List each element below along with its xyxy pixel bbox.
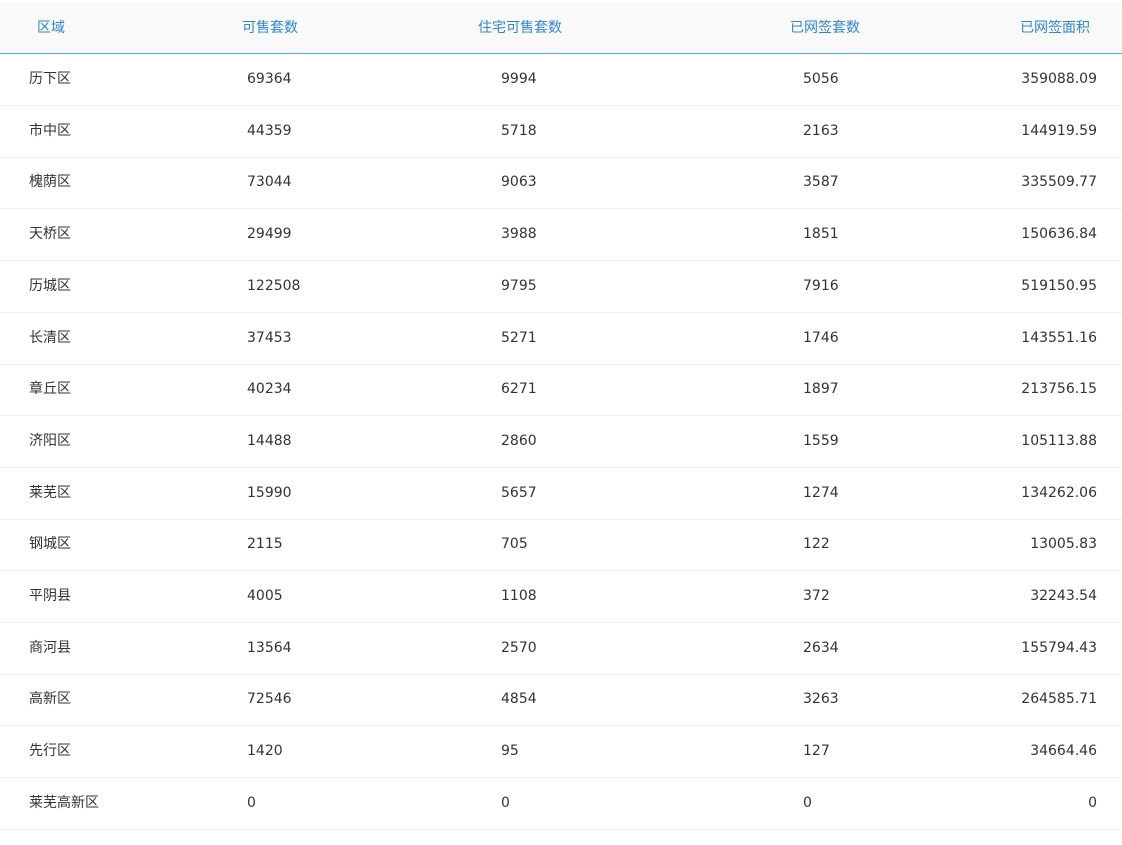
- cell-region: 长清区: [29, 329, 71, 346]
- cell-residential-available: 0: [501, 794, 510, 811]
- cell-signed-units: 3263: [803, 691, 839, 708]
- cell-signed-units: 127: [803, 743, 830, 760]
- cell-signed-area: 34664.46: [1030, 743, 1097, 760]
- cell-residential-available: 5271: [501, 329, 537, 346]
- table-row: 钢城区 2115 705 122 13005.83: [0, 519, 1122, 572]
- cell-signed-units: 1559: [803, 432, 839, 449]
- cell-residential-available: 5718: [501, 122, 537, 139]
- column-header-signed-area[interactable]: 已网签面积: [1020, 20, 1090, 36]
- cell-signed-units: 1897: [803, 381, 839, 398]
- cell-signed-units: 2634: [803, 639, 839, 656]
- cell-signed-area: 105113.88: [1021, 432, 1097, 449]
- cell-available-units: 15990: [247, 484, 292, 501]
- cell-signed-units: 5056: [803, 71, 839, 87]
- cell-signed-area: 150636.84: [1021, 226, 1097, 243]
- table-row: 高新区 72546 4854 3263 264585.71: [0, 674, 1122, 727]
- cell-available-units: 29499: [247, 226, 292, 243]
- table-row: 历城区 122508 9795 7916 519150.95: [0, 261, 1122, 313]
- cell-region: 莱芜高新区: [29, 794, 99, 811]
- cell-signed-area: 143551.16: [1021, 329, 1097, 346]
- cell-signed-units: 7916: [803, 277, 839, 294]
- cell-region: 济阳区: [29, 432, 71, 449]
- cell-residential-available: 9994: [501, 71, 537, 87]
- cell-residential-available: 95: [501, 743, 519, 760]
- column-header-region[interactable]: 区域: [37, 20, 65, 36]
- cell-available-units: 122508: [247, 277, 301, 294]
- cell-signed-area: 264585.71: [1021, 691, 1097, 708]
- cell-available-units: 73044: [247, 174, 292, 191]
- cell-region: 市中区: [29, 122, 71, 139]
- cell-signed-area: 359088.09: [1021, 71, 1097, 87]
- cell-region: 历城区: [29, 277, 71, 294]
- table-row: 槐荫区 73044 9063 3587 335509.77: [0, 157, 1122, 210]
- cell-residential-available: 705: [501, 536, 528, 553]
- cell-region: 钢城区: [29, 536, 71, 553]
- cell-region: 历下区: [29, 71, 71, 87]
- cell-available-units: 13564: [247, 639, 292, 656]
- cell-signed-area: 13005.83: [1030, 536, 1097, 553]
- cell-available-units: 0: [247, 794, 256, 811]
- cell-available-units: 4005: [247, 588, 283, 604]
- table-row: 长清区 37453 5271 1746 143551.16: [0, 313, 1122, 365]
- table-header: 区域 可售套数 住宅可售套数 已网签套数 已网签面积: [0, 3, 1122, 54]
- cell-residential-available: 2860: [501, 432, 537, 449]
- cell-signed-units: 3587: [803, 174, 839, 191]
- table-row: 济阳区 14488 2860 1559 105113.88: [0, 416, 1122, 468]
- cell-region: 章丘区: [29, 381, 71, 398]
- cell-signed-units: 1274: [803, 484, 839, 501]
- table-row: 章丘区 40234 6271 1897 213756.15: [0, 364, 1122, 417]
- table-row: 莱芜高新区 0 0 0 0: [0, 778, 1122, 830]
- table-row: 市中区 44359 5718 2163 144919.59: [0, 106, 1122, 158]
- cell-available-units: 1420: [247, 743, 283, 760]
- cell-residential-available: 4854: [501, 691, 537, 708]
- cell-region: 槐荫区: [29, 174, 71, 191]
- cell-region: 天桥区: [29, 226, 71, 243]
- table-row: 历下区 69364 9994 5056 359088.09: [0, 54, 1122, 106]
- cell-available-units: 40234: [247, 381, 292, 398]
- cell-signed-area: 213756.15: [1021, 381, 1097, 398]
- cell-region: 高新区: [29, 691, 71, 708]
- column-header-residential-available[interactable]: 住宅可售套数: [478, 20, 562, 36]
- cell-available-units: 72546: [247, 691, 292, 708]
- cell-residential-available: 2570: [501, 639, 537, 656]
- cell-region: 商河县: [29, 639, 71, 656]
- cell-signed-area: 335509.77: [1021, 174, 1097, 191]
- cell-available-units: 14488: [247, 432, 292, 449]
- cell-residential-available: 9063: [501, 174, 537, 191]
- table-row: 平阴县 4005 1108 372 32243.54: [0, 571, 1122, 623]
- column-header-available-units[interactable]: 可售套数: [242, 20, 298, 36]
- cell-available-units: 44359: [247, 122, 292, 139]
- cell-signed-units: 122: [803, 536, 830, 553]
- cell-signed-area: 32243.54: [1030, 588, 1097, 604]
- cell-region: 平阴县: [29, 588, 71, 604]
- table-row: 天桥区 29499 3988 1851 150636.84: [0, 209, 1122, 262]
- cell-signed-area: 134262.06: [1021, 484, 1097, 501]
- cell-signed-units: 2163: [803, 122, 839, 139]
- cell-available-units: 2115: [247, 536, 283, 553]
- column-header-signed-units[interactable]: 已网签套数: [790, 20, 860, 36]
- cell-residential-available: 9795: [501, 277, 537, 294]
- cell-residential-available: 1108: [501, 588, 537, 604]
- cell-available-units: 69364: [247, 71, 292, 87]
- cell-residential-available: 3988: [501, 226, 537, 243]
- cell-signed-area: 519150.95: [1021, 277, 1097, 294]
- table-row: 莱芜区 15990 5657 1274 134262.06: [0, 468, 1122, 520]
- table-row: 商河县 13564 2570 2634 155794.43: [0, 623, 1122, 675]
- cell-signed-units: 372: [803, 588, 830, 604]
- cell-region: 莱芜区: [29, 484, 71, 501]
- cell-residential-available: 6271: [501, 381, 537, 398]
- cell-available-units: 37453: [247, 329, 292, 346]
- cell-residential-available: 5657: [501, 484, 537, 501]
- cell-signed-units: 0: [803, 794, 812, 811]
- table-row: 先行区 1420 95 127 34664.46: [0, 726, 1122, 779]
- cell-signed-units: 1746: [803, 329, 839, 346]
- cell-signed-area: 0: [1088, 794, 1097, 811]
- cell-signed-units: 1851: [803, 226, 839, 243]
- cell-signed-area: 144919.59: [1021, 122, 1097, 139]
- cell-signed-area: 155794.43: [1021, 639, 1097, 656]
- cell-region: 先行区: [29, 743, 71, 760]
